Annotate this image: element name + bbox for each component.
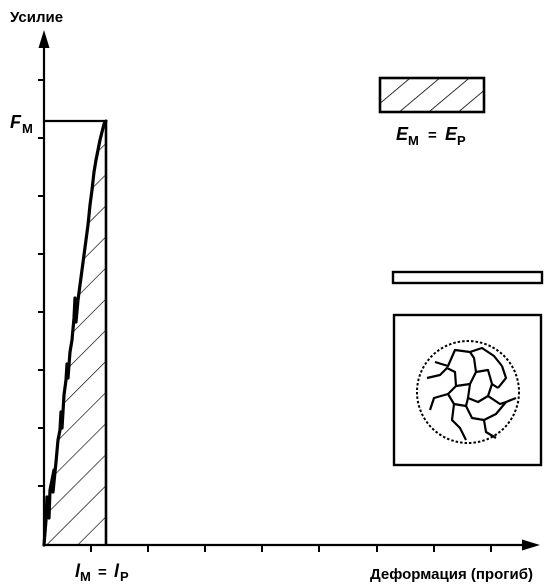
energy-equals: =: [428, 127, 437, 144]
fractured-disc-icon: [416, 340, 520, 444]
y-axis: [38, 30, 50, 545]
hatched-specimen-icon: [378, 76, 486, 114]
y-axis-arrow-icon: [38, 30, 50, 48]
x-axis-ticks: [90, 545, 492, 552]
deflection-right-subscript: P: [120, 569, 129, 582]
max-force-label: F M: [10, 112, 33, 136]
energy-left-symbol: E: [396, 124, 409, 144]
max-force-rectangle: [44, 119, 108, 545]
crack-lines-icon: [426, 346, 517, 441]
energy-equality-label: E M = E P: [396, 124, 466, 148]
x-axis-label: Деформация (прогиб): [370, 566, 533, 582]
x-axis: [44, 539, 540, 552]
force-symbol: F: [10, 112, 22, 132]
fracture-pattern-box: [392, 313, 543, 467]
y-axis-ticks: [38, 79, 44, 487]
y-axis-label: Усилие: [10, 9, 63, 26]
deflection-left-subscript: M: [80, 569, 91, 582]
energy-left-subscript: M: [408, 133, 419, 148]
x-axis-arrow-icon: [522, 539, 540, 551]
energy-right-symbol: E: [445, 124, 458, 144]
deflection-left-symbol: l: [75, 561, 81, 581]
deflection-right-symbol: l: [114, 561, 120, 581]
deflection-equality-label: l M = l P: [75, 561, 129, 584]
energy-right-subscript: P: [457, 133, 466, 148]
force-subscript: M: [22, 121, 33, 136]
specimen-plate-icon: [391, 270, 544, 285]
load-deflection-curve: [42, 119, 108, 547]
deflection-equals: =: [98, 564, 107, 581]
